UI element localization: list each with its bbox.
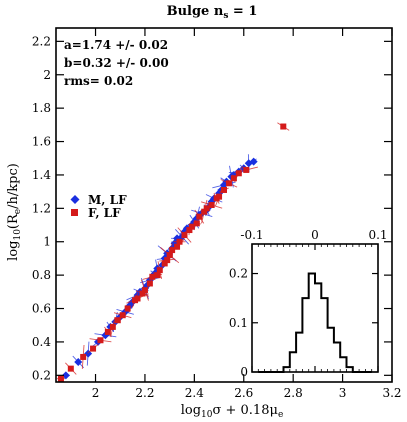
point-m-lf [249, 157, 258, 166]
legend-square-marker [71, 209, 78, 216]
point-f-lf [196, 213, 203, 220]
legend-diamond-marker [70, 195, 80, 204]
point-f-lf [230, 175, 237, 182]
point-f-lf [104, 328, 111, 335]
x-tick-label: 3.2 [382, 386, 401, 400]
point-f-lf [186, 227, 193, 234]
inset-axis-ticks: -0.1 0 0.1 0 0.1 0.2 [229, 228, 388, 379]
point-f-lf [67, 365, 74, 372]
annotation-a: a=1.74 +/- 0.02 [64, 38, 168, 52]
inset-y-tick-label: 0.2 [229, 267, 248, 281]
inset-background [252, 244, 378, 372]
point-f-lf [216, 193, 223, 200]
point-f-lf [149, 273, 156, 280]
point-f-lf [114, 317, 121, 324]
y-tick-label: 1.8 [32, 101, 51, 115]
y-tick-label: 1.6 [32, 135, 51, 149]
data-points [56, 122, 290, 382]
annotation-rms: rms= 0.02 [64, 74, 133, 88]
point-f-lf [109, 323, 116, 330]
point-f-lf [156, 267, 163, 274]
inset-y-tick-label: 0 [240, 365, 248, 379]
point-f-lf [134, 295, 141, 302]
point-f-lf [221, 186, 227, 193]
x-tick-label: 2 [92, 386, 100, 400]
y-tick-label: 1.2 [32, 201, 51, 215]
point-f-lf [90, 345, 97, 352]
y-tick-label: 2 [43, 68, 51, 82]
inset-y-tick-label: 0.1 [229, 316, 248, 330]
point-f-lf [280, 123, 287, 130]
y-tick-label: 0.8 [32, 268, 51, 282]
legend: M, LF F, LF [70, 193, 127, 220]
inset-x-tick-label: -0.1 [240, 228, 263, 242]
inset-x-tick-label: 0.1 [368, 228, 387, 242]
axis-ticks: 2 2.2 2.4 2.6 2.8 3 3.2 0.2 0.4 0.6 0.8 1 1.2 1.4 1.6 1… [32, 28, 402, 400]
point-f-lf [57, 375, 64, 382]
y-tick-label: 1.4 [32, 168, 51, 182]
annotation-b: b=0.32 +/- 0.00 [64, 56, 169, 70]
point-m-lf [74, 357, 83, 366]
point-f-lf [146, 280, 153, 287]
point-f-lf [166, 252, 173, 259]
point-f-lf [97, 337, 104, 344]
point-f-lf [139, 290, 146, 297]
point-f-lf [164, 257, 171, 264]
y-tick-label: 0.4 [32, 335, 51, 349]
legend-label-m: M, LF [88, 193, 127, 207]
inset-histogram: -0.1 0 0.1 0 0.1 0.2 [229, 228, 388, 379]
point-f-lf [174, 243, 181, 250]
point-f-lf [161, 260, 168, 267]
point-f-lf [208, 202, 215, 208]
point-f-lf [188, 223, 195, 230]
x-tick-label: 2.4 [185, 386, 204, 400]
y-axis-label: log10(Re/h/kpc) [6, 163, 23, 261]
x-tick-label: 2.8 [284, 386, 303, 400]
point-f-lf [141, 287, 148, 294]
point-f-lf [201, 208, 208, 215]
chart-title: Bulge ns = 1 [167, 4, 258, 21]
point-f-lf [181, 232, 188, 239]
x-tick-label: 2.6 [234, 386, 253, 400]
x-tick-label: 2.2 [135, 386, 154, 400]
point-f-lf [243, 166, 250, 173]
y-tick-label: 1 [43, 235, 51, 249]
point-f-lf [203, 205, 210, 212]
point-f-lf [80, 353, 87, 360]
point-f-lf [124, 305, 131, 312]
inset-x-tick-label: 0 [311, 228, 319, 242]
plot-frame [55, 27, 393, 383]
fit-annotations: a=1.74 +/- 0.02 b=0.32 +/- 0.00 rms= 0.0… [64, 38, 169, 88]
point-f-lf [176, 238, 183, 245]
x-axis-label: log10σ + 0.18μe [181, 403, 284, 420]
point-f-lf [154, 272, 161, 279]
point-f-lf [119, 312, 126, 319]
point-f-lf [225, 180, 232, 187]
legend-label-f: F, LF [88, 206, 121, 220]
main-plot: 2 2.2 2.4 2.6 2.8 3 3.2 0.2 0.4 0.6 0.8 1 1.2 1.4 1.6 1… [32, 27, 402, 400]
point-f-lf [235, 170, 242, 177]
point-f-lf [193, 220, 200, 227]
y-tick-label: 0.6 [32, 302, 51, 316]
y-tick-label: 0.2 [32, 368, 51, 382]
point-f-lf [169, 247, 176, 254]
histogram-step [258, 272, 372, 373]
y-tick-label: 2.2 [32, 34, 51, 48]
x-tick-label: 3 [339, 386, 347, 400]
